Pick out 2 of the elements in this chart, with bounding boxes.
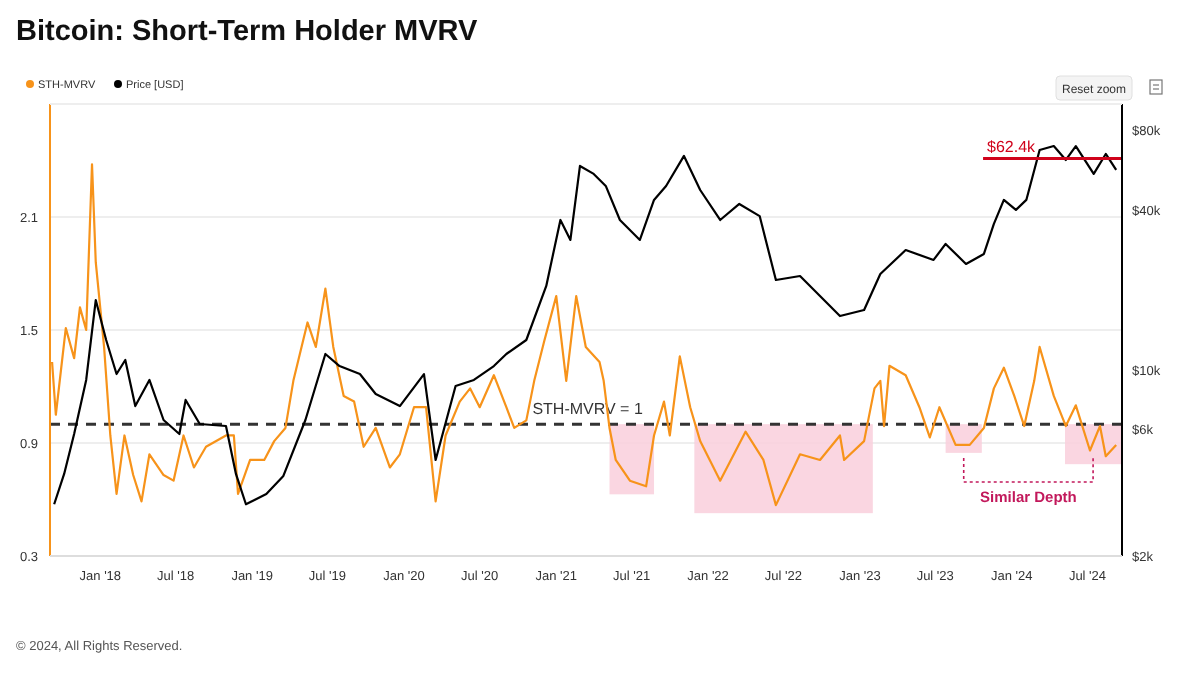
series-label: $62.4k	[987, 138, 1038, 157]
chart-title: Bitcoin: Short-Term Holder MVRV	[16, 16, 478, 48]
